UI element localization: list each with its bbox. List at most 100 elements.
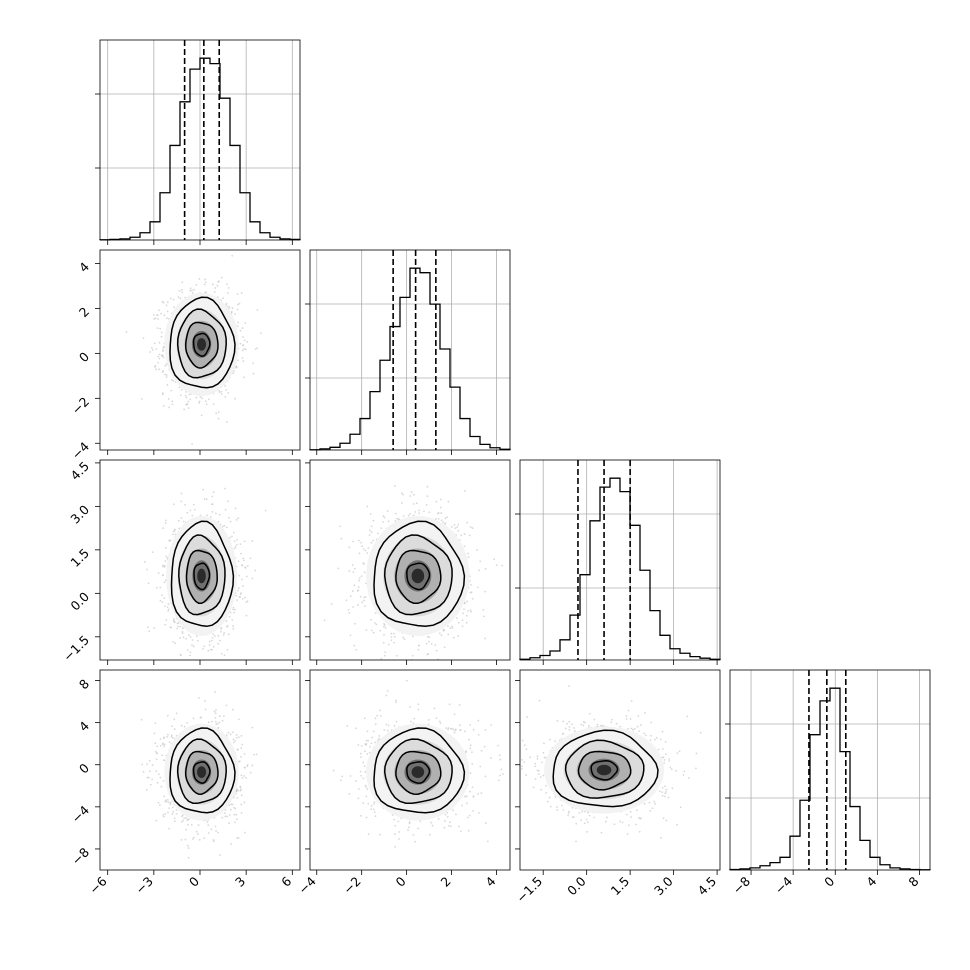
scatter-point <box>210 639 213 642</box>
scatter-point <box>178 386 181 389</box>
scatter-point <box>434 672 436 674</box>
scatter-point <box>192 503 195 506</box>
scatter-point <box>353 584 356 587</box>
scatter-point <box>151 764 154 766</box>
scatter-point <box>167 609 170 612</box>
scatter-point <box>193 288 196 291</box>
scatter-point <box>412 635 414 638</box>
scatter-point <box>476 586 479 589</box>
scatter-point <box>191 514 194 517</box>
scatter-point <box>432 661 434 663</box>
scatter-point <box>167 603 170 605</box>
scatter-point <box>227 500 230 503</box>
scatter-point <box>171 813 174 815</box>
scatter-point <box>161 574 164 576</box>
scatter-point <box>240 564 243 566</box>
scatter-point <box>162 527 165 530</box>
scatter-point <box>165 376 168 379</box>
scatter-point <box>243 540 246 543</box>
scatter-point <box>220 390 223 393</box>
scatter-point <box>232 606 235 609</box>
scatter-point <box>206 821 209 823</box>
scatter-point <box>444 522 447 525</box>
scatter-point <box>243 376 245 379</box>
scatter-point <box>237 359 239 362</box>
scatter-point <box>180 388 183 391</box>
scatter-point <box>147 626 149 629</box>
scatter-point <box>164 546 167 549</box>
scatter-point <box>447 500 450 503</box>
scatter-point <box>175 812 178 815</box>
scatter-point <box>225 734 228 737</box>
scatter-point <box>234 507 237 510</box>
scatter-point <box>245 575 248 578</box>
scatter-point <box>241 327 244 329</box>
scatter-point <box>361 545 364 548</box>
scatter-point <box>218 513 221 516</box>
scatter-point <box>484 567 487 570</box>
scatter-point <box>470 591 473 594</box>
scatter-point <box>348 546 351 549</box>
scatter-point <box>236 589 239 592</box>
scatter-point <box>409 495 412 497</box>
scatter-point <box>161 594 163 597</box>
scatter-point <box>208 640 211 643</box>
scatter-point <box>215 512 217 515</box>
scatter-point <box>168 827 171 830</box>
scatter-point <box>374 622 376 624</box>
scatter-point <box>377 532 379 535</box>
density-fill <box>197 568 206 584</box>
scatter-point <box>189 287 192 290</box>
scatter-point <box>493 558 496 561</box>
scatter-point <box>217 520 220 523</box>
panel-content <box>323 485 504 674</box>
scatter-point <box>215 723 218 726</box>
scatter-point <box>171 533 174 536</box>
scatter-point <box>160 331 163 334</box>
scatter-point <box>479 560 482 563</box>
scatter-point <box>184 503 187 506</box>
scatter-point <box>153 627 155 629</box>
scatter-point <box>170 734 173 737</box>
scatter-point <box>151 348 154 351</box>
scatter-point <box>394 635 396 638</box>
scatter-point <box>411 654 414 657</box>
scatter-point <box>256 308 259 311</box>
scatter-point <box>467 556 470 559</box>
scatter-point <box>163 314 166 317</box>
scatter-point <box>172 810 175 813</box>
scatter-point <box>179 637 181 639</box>
scatter-point <box>172 379 175 382</box>
scatter-point <box>351 590 354 593</box>
scatter-point <box>162 350 164 353</box>
scatter-point <box>181 281 184 284</box>
scatter-point <box>216 722 219 725</box>
scatter-point <box>191 639 194 641</box>
contour-line <box>406 562 431 591</box>
scatter-point <box>440 512 443 514</box>
scatter-point <box>455 617 458 620</box>
scatter-point <box>225 388 228 391</box>
scatter-point <box>453 523 456 526</box>
scatter-point <box>370 541 373 544</box>
scatter-point <box>217 831 219 834</box>
scatter-point <box>176 622 179 625</box>
scatter-point <box>484 637 487 640</box>
scatter-point <box>390 632 393 635</box>
scatter-point <box>235 518 238 521</box>
scatter-point <box>365 629 368 632</box>
scatter-point <box>252 372 255 375</box>
scatter-point <box>366 552 369 555</box>
scatter-point <box>198 401 200 404</box>
scatter-point <box>231 254 234 257</box>
scatter-point <box>446 516 448 519</box>
scatter-point <box>243 559 245 562</box>
scatter-point <box>170 626 172 629</box>
scatter-point <box>383 625 385 628</box>
scatter-point <box>164 623 167 626</box>
scatter-point <box>201 397 204 400</box>
scatter-point <box>165 317 168 319</box>
scatter-point <box>384 651 387 654</box>
scatter-point <box>205 498 208 501</box>
scatter-point <box>226 283 228 286</box>
